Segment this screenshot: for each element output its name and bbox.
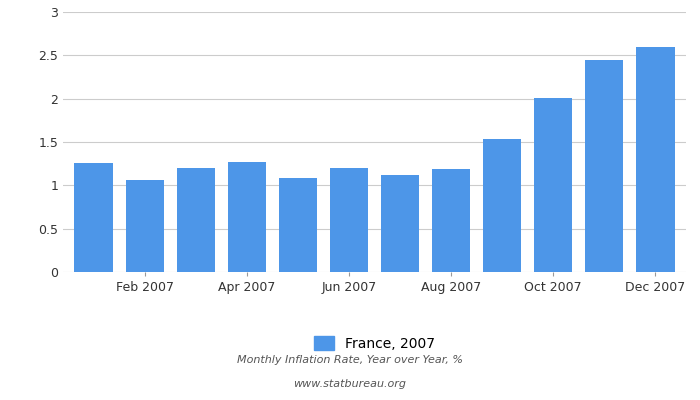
Bar	[636, 47, 675, 272]
Bar	[381, 175, 419, 272]
Bar	[534, 98, 573, 272]
Bar	[74, 163, 113, 272]
Bar	[432, 169, 470, 272]
Bar	[176, 168, 215, 272]
Bar	[125, 180, 164, 272]
Text: www.statbureau.org: www.statbureau.org	[293, 379, 407, 389]
Legend: France, 2007: France, 2007	[314, 336, 435, 351]
Bar	[483, 139, 522, 272]
Text: Monthly Inflation Rate, Year over Year, %: Monthly Inflation Rate, Year over Year, …	[237, 355, 463, 365]
Bar	[330, 168, 368, 272]
Bar	[585, 60, 624, 272]
Bar	[228, 162, 266, 272]
Bar	[279, 178, 317, 272]
